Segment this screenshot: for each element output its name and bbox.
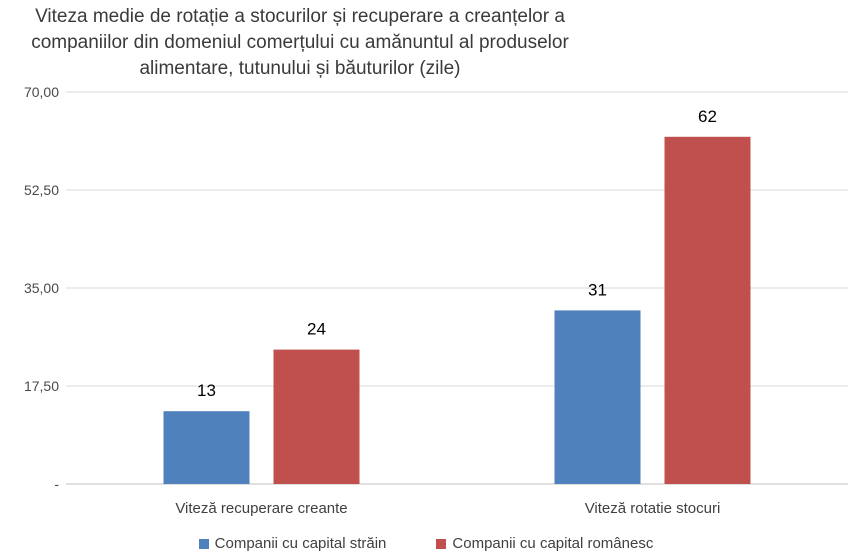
chart-title: Viteza medie de rotație a stocurilor și … — [0, 4, 600, 82]
title-line-1: Viteza medie de rotație a stocurilor și … — [35, 6, 565, 27]
bar — [664, 136, 751, 485]
bar — [554, 310, 641, 484]
data-label: 62 — [698, 107, 717, 126]
title-line-2: companiilor din domeniul comerțului cu a… — [31, 32, 569, 53]
legend-label-foreign: Companii cu capital străin — [214, 535, 387, 552]
title-line-3: alimentare, tutunului și băuturilor (zil… — [139, 58, 461, 79]
bar — [163, 411, 250, 484]
y-tick-label: 35,00 — [24, 280, 59, 296]
legend-item-foreign: Companii cu capital străin — [198, 535, 387, 552]
y-tick-label: - — [54, 476, 59, 492]
y-tick-label: 17,50 — [24, 378, 59, 394]
data-label: 13 — [197, 381, 216, 400]
y-tick-label: 70,00 — [24, 84, 59, 100]
legend: Companii cu capital străin Companii cu c… — [0, 535, 852, 552]
legend-swatch-foreign — [198, 538, 209, 549]
legend-item-romanian: Companii cu capital românesc — [436, 535, 653, 552]
y-tick-label: 52,50 — [24, 182, 59, 198]
legend-label-romanian: Companii cu capital românesc — [452, 535, 654, 552]
data-label: 31 — [588, 280, 607, 299]
data-label: 24 — [307, 320, 326, 339]
x-tick-label: Viteză recuperare creante — [175, 500, 347, 517]
bar — [273, 349, 360, 484]
x-tick-label: Viteză rotatie stocuri — [585, 500, 721, 517]
legend-swatch-romanian — [436, 538, 447, 549]
